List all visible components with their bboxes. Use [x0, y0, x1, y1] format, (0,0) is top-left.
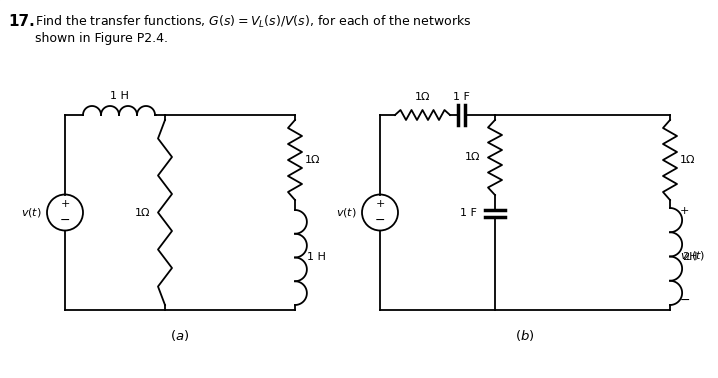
Text: 1 F: 1 F [460, 209, 477, 218]
Text: 1Ω: 1Ω [465, 152, 480, 163]
Text: 1 H: 1 H [110, 91, 129, 101]
Text: 17.: 17. [8, 14, 34, 29]
Text: Find the transfer functions, $G(s) = V_L(s)/V(s)$, for each of the networks: Find the transfer functions, $G(s) = V_L… [35, 14, 472, 30]
Text: $v(t)$: $v(t)$ [22, 206, 42, 219]
Text: $(a)$: $(a)$ [170, 328, 190, 343]
Text: 1 F: 1 F [453, 92, 470, 102]
Text: 2H: 2H [682, 251, 697, 262]
Text: 1Ω: 1Ω [135, 208, 151, 217]
Text: −: − [680, 294, 691, 307]
Text: −: − [375, 214, 386, 227]
Text: 1Ω: 1Ω [415, 92, 430, 102]
Text: +: + [376, 200, 385, 209]
Text: $v_L(t)$: $v_L(t)$ [680, 250, 705, 263]
Text: +: + [680, 206, 689, 216]
Text: $v(t)$: $v(t)$ [336, 206, 357, 219]
Text: +: + [60, 200, 70, 209]
Text: 1Ω: 1Ω [305, 155, 320, 165]
Text: 1 H: 1 H [307, 253, 326, 262]
Text: shown in Figure P2.4.: shown in Figure P2.4. [35, 32, 168, 45]
Text: −: − [60, 214, 70, 227]
Text: 1Ω: 1Ω [680, 155, 696, 165]
Text: $(b)$: $(b)$ [516, 328, 535, 343]
